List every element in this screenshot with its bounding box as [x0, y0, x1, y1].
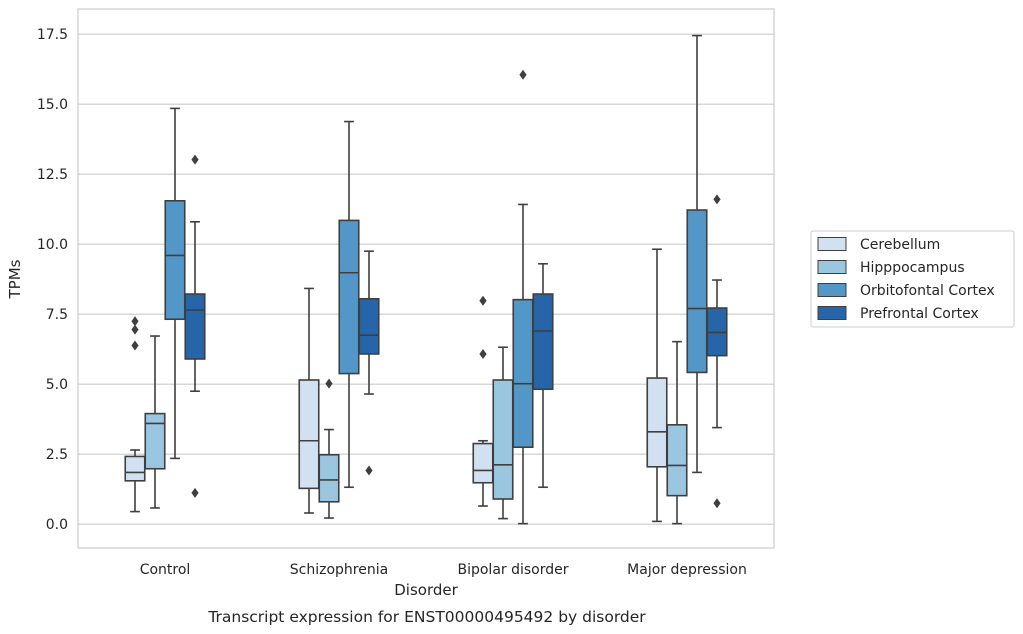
box-prefrontal-cortex [532, 262, 554, 489]
box-cerebellum [472, 295, 494, 507]
legend-label: Orbitofontal Cortex [860, 283, 995, 299]
y-tick-labels: 0.0 2.5 5.0 7.5 10.0 12.5 15.0 17.5 [37, 27, 68, 533]
box-cerebellum [646, 248, 668, 523]
chart-caption: Transcript expression for ENST0000049549… [207, 608, 646, 626]
legend-swatch [817, 237, 847, 251]
y-tick-label: 15.0 [37, 97, 68, 113]
plot-frame [77, 8, 775, 549]
y-tick-label: 12.5 [37, 167, 68, 183]
y-axis-label: TPMs [6, 259, 24, 299]
y-tick-label: 2.5 [46, 447, 68, 463]
outlier-point [131, 316, 139, 327]
box-iqr [144, 412, 166, 470]
box-iqr [532, 293, 554, 391]
outlier-point [479, 295, 487, 306]
box-prefrontal-cortex [184, 154, 206, 498]
legend-label: Hipppocampus [860, 260, 965, 276]
box-iqr [646, 377, 668, 468]
x-tick-label: Bipolar disorder [457, 562, 568, 578]
box-iqr [472, 442, 494, 484]
box-orbitofontal-cortex [338, 120, 360, 489]
legend-swatch [817, 306, 847, 320]
y-tick-label: 10.0 [37, 237, 68, 253]
box-cerebellum [298, 287, 320, 514]
box-prefrontal-cortex [358, 250, 380, 476]
outlier-point [479, 348, 487, 359]
legend: Cerebellum Hipppocampus Orbitofontal Corte… [810, 230, 1015, 328]
box-hipppocampus [144, 335, 166, 509]
legend-swatch [817, 260, 847, 274]
outlier-point [191, 487, 199, 498]
outlier-point [131, 324, 139, 335]
outlier-point [365, 465, 373, 476]
box-iqr [124, 455, 146, 482]
x-tick-label: Major depression [627, 562, 747, 578]
box-hipppocampus [666, 340, 688, 525]
box-series [124, 34, 728, 525]
y-tick-label: 17.5 [37, 27, 68, 43]
box-orbitofontal-cortex [686, 34, 708, 474]
outlier-point [325, 378, 333, 389]
box-iqr [318, 453, 340, 503]
x-tick-label: Control [140, 562, 191, 578]
outlier-point [713, 194, 721, 205]
box-iqr [666, 423, 688, 497]
outlier-point [519, 69, 527, 80]
outlier-point [713, 498, 721, 509]
box-iqr [512, 298, 534, 449]
x-tick-labels: Control Schizophrenia Bipolar disorder Majo… [140, 562, 747, 578]
outlier-point [191, 154, 199, 165]
x-axis-label: Disorder [394, 581, 458, 599]
box-iqr [338, 219, 360, 375]
box-iqr [358, 297, 380, 355]
outlier-point [131, 340, 139, 351]
box-iqr [686, 209, 708, 374]
box-iqr [184, 293, 206, 360]
y-tick-label: 5.0 [46, 377, 68, 393]
y-tick-label: 0.0 [46, 517, 68, 533]
x-tick-label: Schizophrenia [290, 562, 388, 578]
legend-label: Cerebellum [860, 237, 940, 253]
box-orbitofontal-cortex [512, 69, 534, 525]
y-tick-label: 7.5 [46, 307, 68, 323]
box-hipppocampus [318, 378, 340, 519]
box-iqr [492, 379, 514, 500]
box-iqr [298, 379, 320, 490]
legend-swatch [817, 283, 847, 297]
box-prefrontal-cortex [706, 194, 728, 509]
box-iqr [164, 200, 186, 321]
box-cerebellum [124, 316, 146, 513]
legend-frame [810, 230, 1015, 328]
legend-label: Prefrontal Cortex [860, 306, 979, 322]
box-orbitofontal-cortex [164, 107, 186, 460]
